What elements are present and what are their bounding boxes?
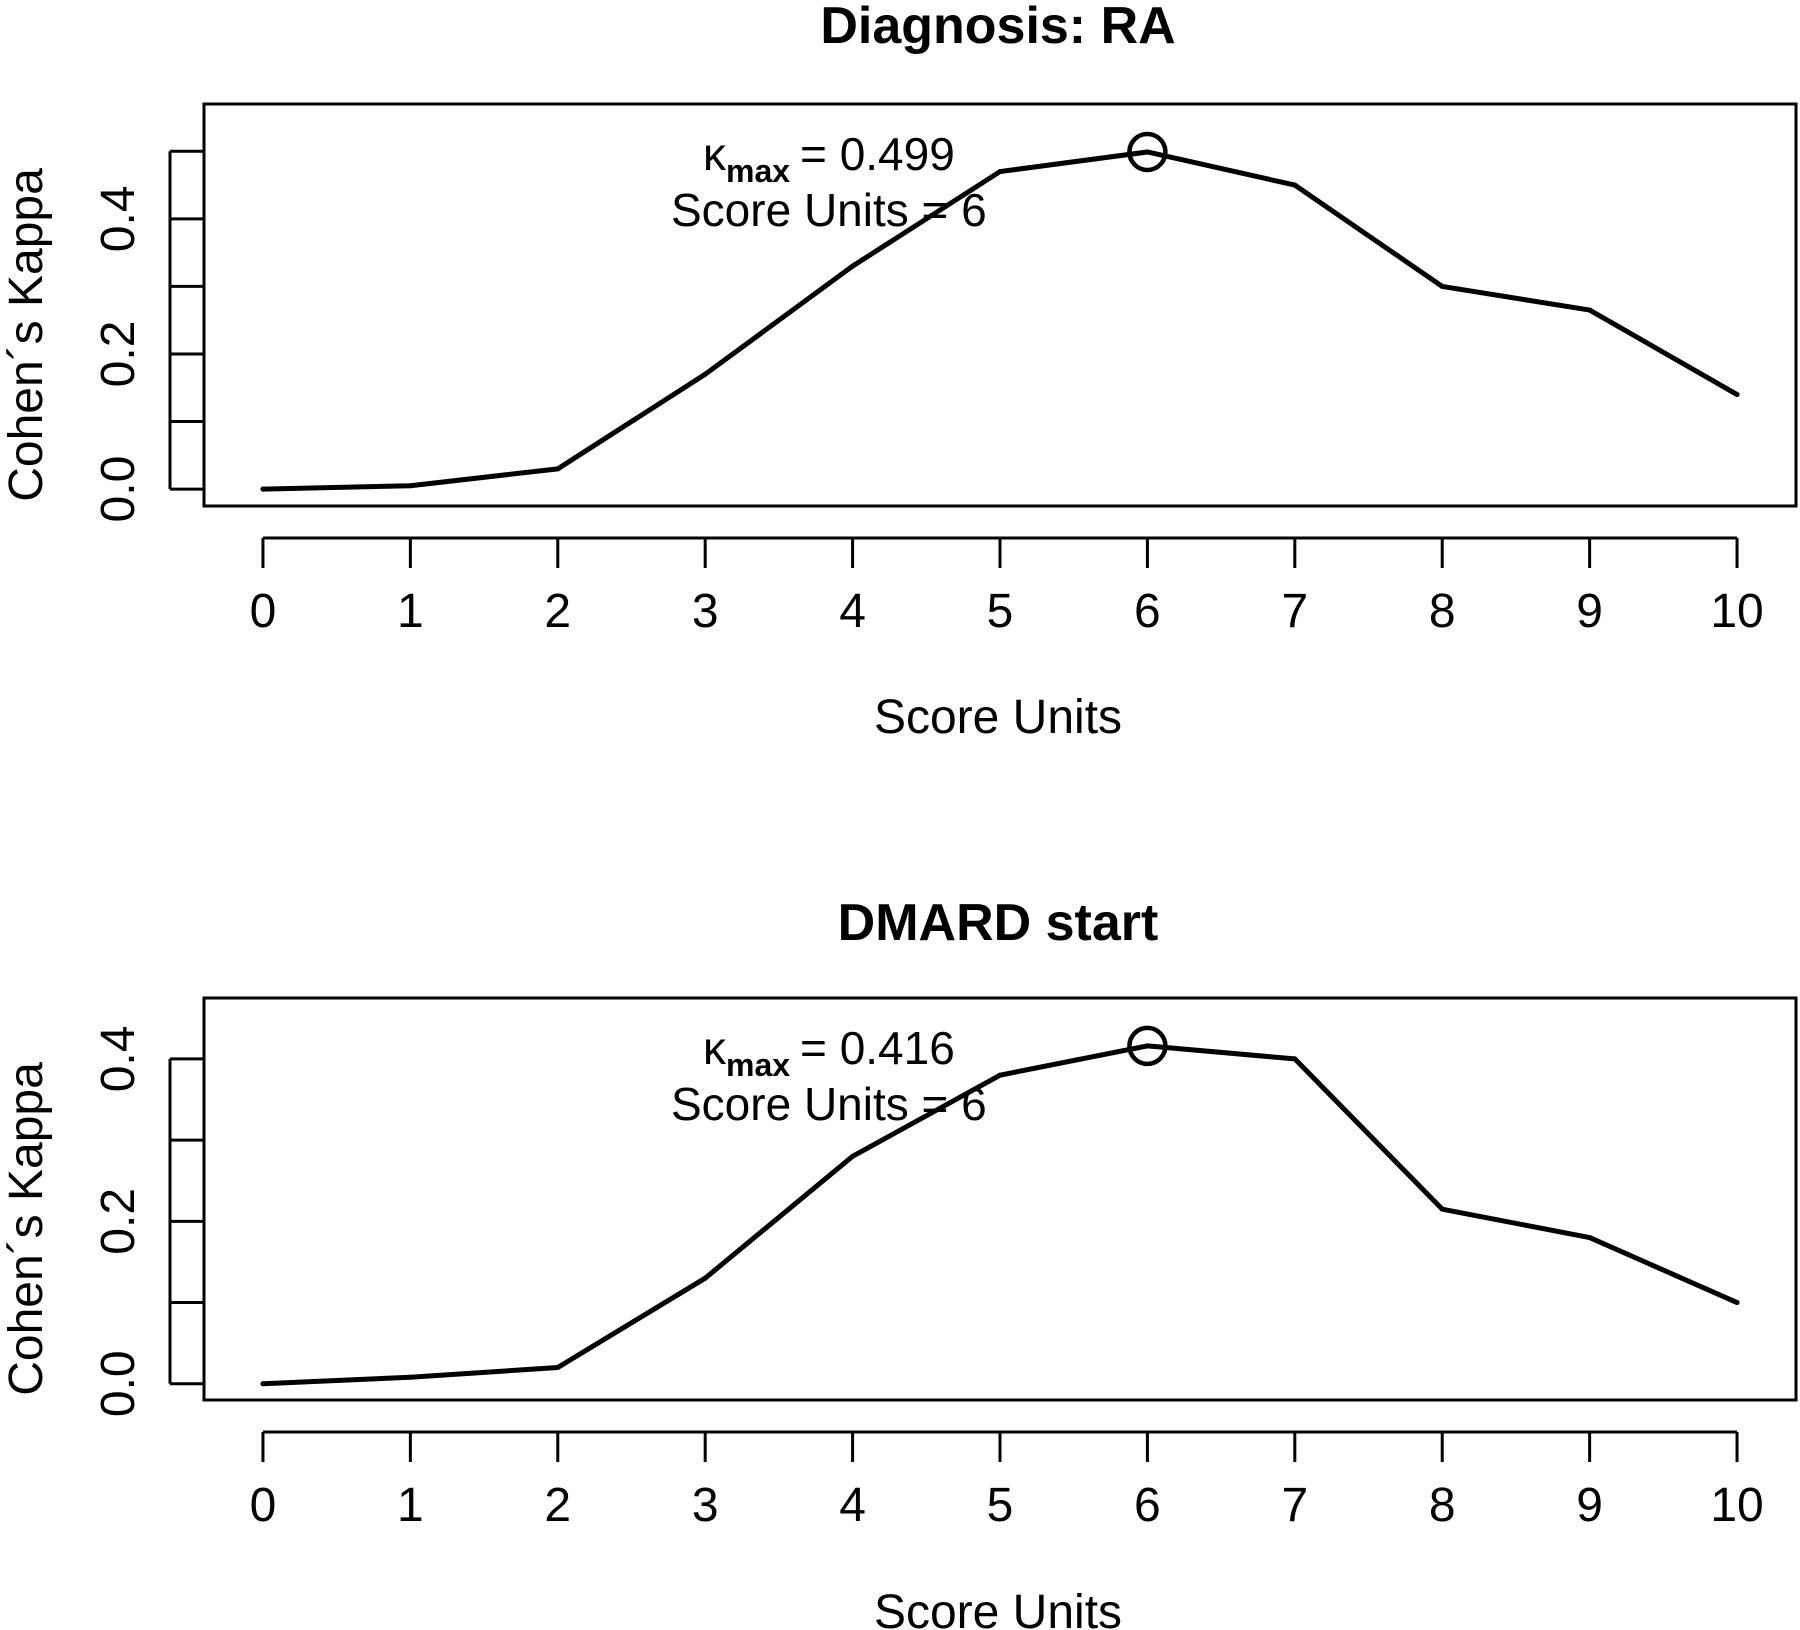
data-point — [1292, 182, 1298, 188]
x-tick-label: 7 — [1281, 1479, 1308, 1532]
kappa-points — [260, 149, 1740, 492]
y-tick-label: 0.4 — [92, 185, 145, 252]
kappa-value: = 0.499 — [800, 128, 955, 180]
kappa-symbol: κ — [703, 128, 727, 180]
kappa-points — [260, 1043, 1740, 1387]
x-tick-label: 0 — [250, 585, 277, 638]
data-point — [407, 483, 413, 489]
y-tick-label: 0.2 — [92, 321, 145, 388]
y-tick-label: 0.4 — [92, 1026, 145, 1093]
x-tick-label: 4 — [839, 585, 866, 638]
score-units-annotation: Score Units = 6 — [671, 1078, 987, 1130]
chart-panel-dmard-start: DMARD start 0.0 0.2 0.4 0 1 2 3 4 5 6 7 8 9 10 κmax =… — [0, 894, 1798, 1630]
data-point — [1439, 283, 1445, 289]
data-point — [407, 1374, 413, 1380]
kappa-value: = 0.416 — [800, 1022, 955, 1074]
data-point — [1439, 1206, 1445, 1212]
plot-frame — [202, 996, 1798, 1402]
x-axis-label: Score Units — [874, 691, 1122, 744]
x-tick-label: 2 — [544, 1479, 571, 1532]
max-kappa-marker — [1127, 131, 1168, 173]
kappa-series-line — [260, 1043, 1740, 1387]
x-tick-label: 4 — [839, 1479, 866, 1532]
x-tick-label: 9 — [1576, 585, 1603, 638]
x-tick-label: 5 — [987, 585, 1014, 638]
svg-text:κmax= 0.499: κmax = 0.499 — [703, 128, 955, 189]
kappa-subscript: max — [726, 153, 790, 189]
max-kappa-marker — [1127, 1025, 1168, 1067]
kappa-series-line — [260, 149, 1740, 492]
data-point — [1144, 1043, 1150, 1049]
y-tick-label: 0.2 — [92, 1188, 145, 1255]
data-point — [260, 1381, 266, 1387]
x-axis: 0 1 2 3 4 5 6 7 8 9 10 — [250, 1430, 1764, 1532]
x-tick-label: 5 — [987, 1479, 1014, 1532]
data-point — [1734, 392, 1740, 398]
data-point — [997, 1072, 1003, 1078]
data-point — [1144, 149, 1150, 155]
y-axis-label: Cohen´s Kappa — [0, 168, 53, 502]
data-point — [555, 466, 561, 472]
chart-title: DMARD start — [838, 894, 1159, 952]
chart-title: Diagnosis: RA — [820, 0, 1175, 55]
x-tick-label: 9 — [1576, 1479, 1603, 1532]
data-point — [850, 1153, 856, 1159]
x-tick-label: 6 — [1134, 585, 1161, 638]
data-point — [1587, 307, 1593, 313]
x-tick-label: 6 — [1134, 1479, 1161, 1532]
x-tick-label: 8 — [1429, 585, 1456, 638]
data-point — [1292, 1056, 1298, 1062]
x-tick-label: 8 — [1429, 1479, 1456, 1532]
x-tick-label: 0 — [250, 1479, 277, 1532]
x-tick-label: 7 — [1281, 585, 1308, 638]
max-kappa-annotation: κmax = 0.499 Score Units = 6 — [671, 128, 987, 236]
y-axis-label: Cohen´s Kappa — [0, 1062, 53, 1396]
data-point — [260, 486, 266, 492]
x-axis: 0 1 2 3 4 5 6 7 8 9 10 — [250, 536, 1764, 638]
data-point — [702, 1275, 708, 1281]
plot-frame — [202, 102, 1798, 508]
chart-panel-diagnosis-ra: Diagnosis: RA 0.0 0.2 0.4 0 1 2 3 4 5 6 7 8 9 10 κma… — [0, 0, 1798, 744]
y-tick-label: 0.0 — [92, 456, 145, 523]
y-tick-label: 0.0 — [92, 1350, 145, 1417]
x-tick-label: 3 — [692, 1479, 719, 1532]
y-axis: 0.0 0.2 0.4 — [92, 1026, 204, 1417]
x-tick-label: 1 — [397, 585, 424, 638]
data-point — [997, 169, 1003, 175]
x-tick-label: 2 — [544, 585, 571, 638]
data-point — [1587, 1235, 1593, 1241]
data-point — [555, 1365, 561, 1371]
max-kappa-annotation: κmax = 0.416 Score Units = 6 — [671, 1022, 987, 1130]
data-point — [702, 371, 708, 377]
x-tick-label: 10 — [1710, 1479, 1763, 1532]
svg-text:κmax= 0.416: κmax = 0.416 — [703, 1022, 955, 1083]
x-axis-label: Score Units — [874, 1586, 1122, 1630]
x-tick-label: 3 — [692, 585, 719, 638]
x-tick-label: 1 — [397, 1479, 424, 1532]
kappa-symbol: κ — [703, 1022, 727, 1074]
data-point — [1734, 1300, 1740, 1306]
data-point — [850, 263, 856, 269]
kappa-subscript: max — [726, 1047, 790, 1083]
y-axis: 0.0 0.2 0.4 — [92, 149, 204, 523]
score-units-annotation: Score Units = 6 — [671, 184, 987, 236]
x-tick-label: 10 — [1710, 585, 1763, 638]
